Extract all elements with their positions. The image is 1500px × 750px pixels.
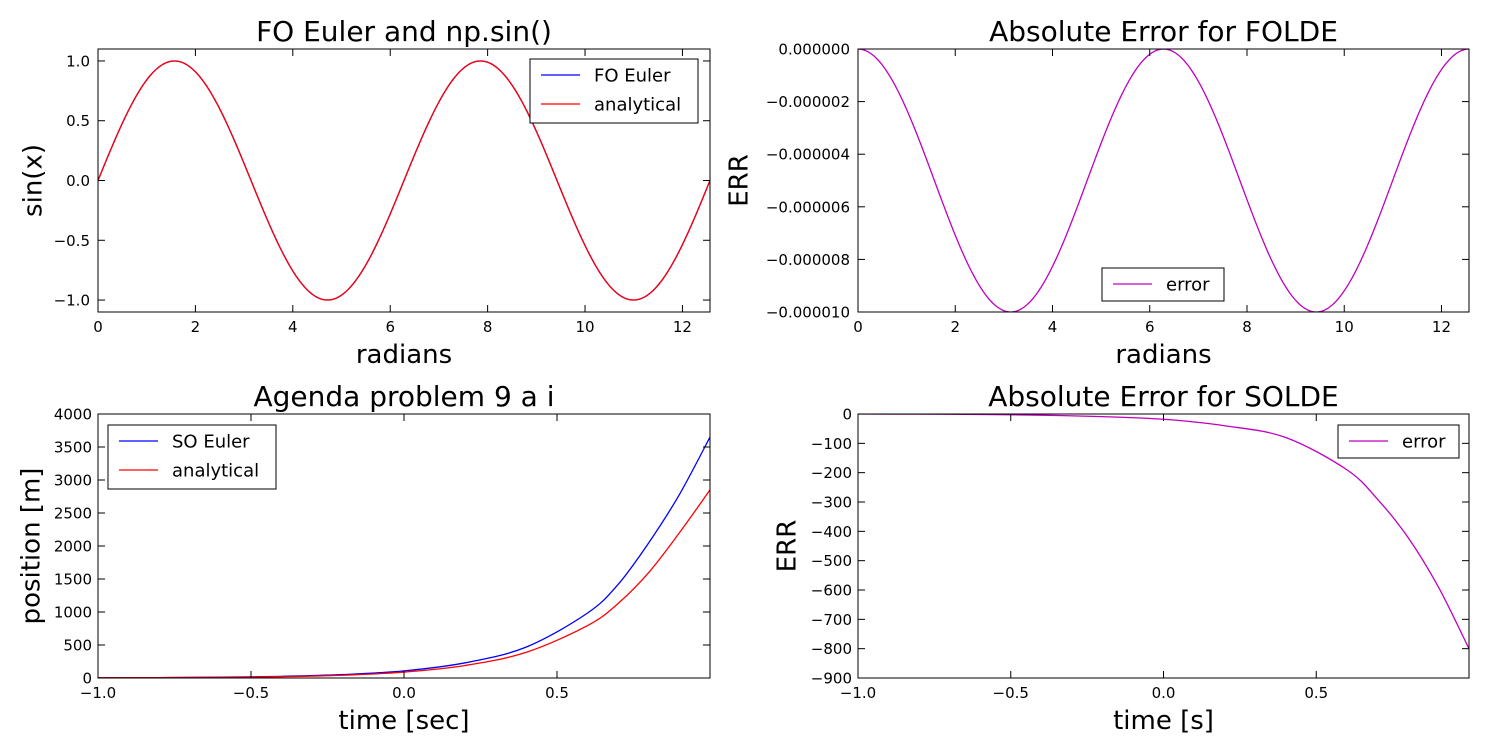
y-tick-label: 0.000000 [778,41,850,59]
legend-label: FO Euler [594,66,671,87]
x-tick-label: 4 [288,318,298,336]
y-tick-label: 1000 [54,604,92,622]
legend-box [529,58,699,124]
chart-title: Absolute Error for FOLDE [989,15,1338,48]
x-tick-label: −0.5 [993,684,1029,702]
y-tick-label: −600 [811,582,852,600]
y-tick-label: −0.000002 [766,93,850,111]
y-axis-label: position [m] [17,468,47,625]
legend-box [107,424,277,490]
legend-label: SO Euler [172,432,250,453]
x-tick-label: 10 [1335,318,1354,336]
legend-label: analytical [594,95,681,116]
y-tick-label: 1500 [54,571,92,589]
legend: error [1101,267,1225,302]
y-tick-label: −0.000004 [766,146,850,164]
y-tick-label: 2000 [54,538,92,556]
y-tick-label: 0.5 [66,112,90,130]
y-tick-label: 2500 [54,505,92,523]
y-tick-label: −100 [811,435,852,453]
legend-label: analytical [172,461,259,482]
x-tick-label: 0 [853,318,863,336]
x-axis-label: radians [356,340,452,370]
y-tick-label: −1.0 [54,292,90,310]
legend-box [1101,267,1225,302]
y-tick-label: −0.000008 [766,251,850,269]
x-tick-label: 12 [1432,318,1451,336]
x-axis-label: time [s] [1113,706,1214,736]
x-tick-label: 6 [385,318,395,336]
series-line-analytical [98,60,710,301]
y-tick-label: −500 [811,552,852,570]
x-axis-label: radians [1115,340,1211,370]
y-tick-label: 3000 [54,472,92,490]
x-tick-label: 0.5 [545,684,569,702]
x-tick-label: 12 [673,318,692,336]
x-tick-label: 8 [1242,318,1252,336]
x-tick-label: 8 [483,318,493,336]
chart-title: Agenda problem 9 a i [253,380,554,413]
x-axis-label: time [sec] [338,706,469,736]
x-tick-label: 0.0 [392,684,416,702]
legend-label: error [1166,275,1210,296]
y-tick-label: 0.0 [66,172,90,190]
chart-title: FO Euler and np.sin() [256,15,552,48]
y-tick-label: −0.5 [54,232,90,250]
y-tick-label: 4000 [54,406,92,424]
y-tick-label: −200 [811,464,852,482]
legend: error [1337,424,1460,459]
y-tick-label: −300 [811,494,852,512]
x-tick-label: −1.0 [840,684,876,702]
x-tick-label: 0.0 [1152,684,1176,702]
y-tick-label: −900 [811,670,852,688]
y-tick-label: 0 [82,670,92,688]
y-axis-label: ERR [773,520,803,573]
chart-title: Absolute Error for SOLDE [988,380,1339,413]
x-tick-label: 2 [950,318,960,336]
y-tick-label: −0.000006 [766,198,850,216]
series-line-analytical [98,489,710,678]
chart-fo: 0 2 4 6 8 10 12 1.0 0.5 0.0 −0.5 −1.0 FO Euler and n… [19,15,711,370]
x-tick-label: −1.0 [80,684,116,702]
plot-frame [857,48,1470,313]
x-tick-label: 10 [575,318,594,336]
x-tick-label: −0.5 [233,684,269,702]
legend: FO Euler analytical [529,58,699,124]
x-tick-label: 0.5 [1304,684,1328,702]
y-tick-label: −700 [811,611,852,629]
x-tick-label: 4 [1048,318,1058,336]
chart-folde: 0 2 4 6 8 10 12 0.000000 −0.000002 −0.000004 −0.00… [725,15,1470,370]
chart-so: −1.0 −0.5 0.0 0.5 0 500 1000 1500 2000 2500 3000 35… [17,380,711,736]
x-tick-label: 2 [191,318,201,336]
legend-label: error [1402,432,1446,453]
y-tick-label: −400 [811,523,852,541]
y-tick-label: 3500 [54,439,92,457]
series-line-error [858,49,1469,312]
y-tick-label: 1.0 [66,52,90,70]
x-tick-label: 0 [93,318,103,336]
x-tick-label: 6 [1145,318,1155,336]
chart-solde: −1.0 −0.5 0.0 0.5 0 −100 −200 −300 −400 −500 −600 −… [773,380,1470,736]
y-axis-label: sin(x) [19,144,49,217]
y-axis-label: ERR [725,154,755,207]
legend: SO Euler analytical [107,424,277,490]
y-tick-label: −0.000010 [766,304,850,322]
y-tick-label: 0 [842,406,852,424]
y-tick-label: −800 [811,640,852,658]
y-tick-label: 500 [63,637,92,655]
